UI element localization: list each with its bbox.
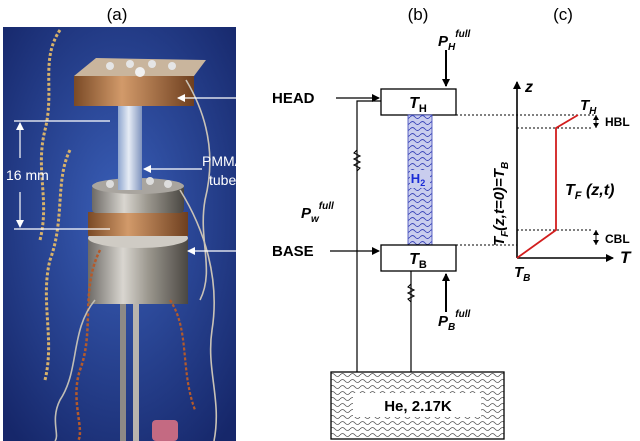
hbl-arrow-down (593, 123, 599, 128)
temperature-profile-line (516, 114, 579, 259)
tube-label-line1: PMMA (202, 153, 245, 169)
pmma-tube (118, 100, 142, 190)
panel-label-a: (a) (107, 5, 128, 24)
screw (106, 62, 114, 70)
wire (43, 149, 72, 381)
wire (169, 299, 197, 411)
support-rod (120, 300, 126, 441)
wall-heat-path (356, 100, 381, 372)
helium-label-bg (353, 393, 481, 417)
profile-curve-label: TF (z,t) (565, 182, 614, 202)
panel-label-b: (b) (408, 5, 429, 24)
cbl-arrow-down (593, 240, 599, 245)
base-block-temp: TB (409, 251, 427, 271)
screw (106, 180, 114, 188)
screw (164, 180, 172, 188)
p-base-label: PBfull (438, 309, 470, 333)
p-wall-label: Pwfull (301, 201, 334, 225)
screw (135, 67, 145, 77)
wire (179, 189, 218, 441)
base-block (380, 244, 457, 272)
top-temp-label: TH (580, 97, 597, 117)
base-label: BASE (272, 243, 314, 260)
cbl-arrow-up (593, 230, 599, 235)
schematic-panel: TH H2 TB PHfull Pwfull PBfull He, 2.17K (301, 29, 505, 440)
bottom-temp-label: TB (514, 264, 530, 284)
wall-resistor-icon (352, 149, 362, 172)
pink-part (152, 420, 178, 441)
wire (75, 249, 102, 441)
hbl-arrow-up (593, 115, 599, 120)
h2-label: H2 (411, 171, 425, 188)
p-head-label: PHfull (438, 29, 470, 53)
head-plate (74, 76, 194, 106)
tube-label-line2: tube (209, 172, 236, 188)
head-block-temp: TH (409, 95, 427, 115)
wire (38, 29, 62, 241)
dimension-label: 16 mm (6, 167, 49, 183)
initial-condition-label: TF(z,t=0)=TB (491, 162, 511, 246)
base-resistor-icon (406, 283, 416, 303)
t-axis-label: T (620, 248, 632, 267)
head-block (380, 88, 457, 116)
h2-label-bg (410, 170, 430, 188)
screw (168, 62, 176, 70)
photo-panel: 16 mm PMMA tube (3, 27, 268, 441)
hbl-label: HBL (605, 115, 630, 129)
helium-bath-label: He, 2.17K (384, 398, 452, 415)
wire (185, 79, 211, 301)
base-cylinder (88, 238, 188, 304)
support-rod (133, 300, 139, 441)
cbl-label: CBL (605, 232, 630, 246)
screw (126, 60, 134, 68)
screw (148, 60, 156, 68)
panel-label-c: (c) (553, 5, 573, 24)
base-copper-band (88, 212, 188, 236)
wire (54, 299, 96, 441)
z-axis-label: z (524, 79, 533, 96)
screw (146, 177, 154, 185)
profile-panel: z T HBL CBL TH TB TF (z,t) TF(z,t=0)=TB (456, 79, 632, 284)
head-label: HEAD (272, 90, 315, 107)
